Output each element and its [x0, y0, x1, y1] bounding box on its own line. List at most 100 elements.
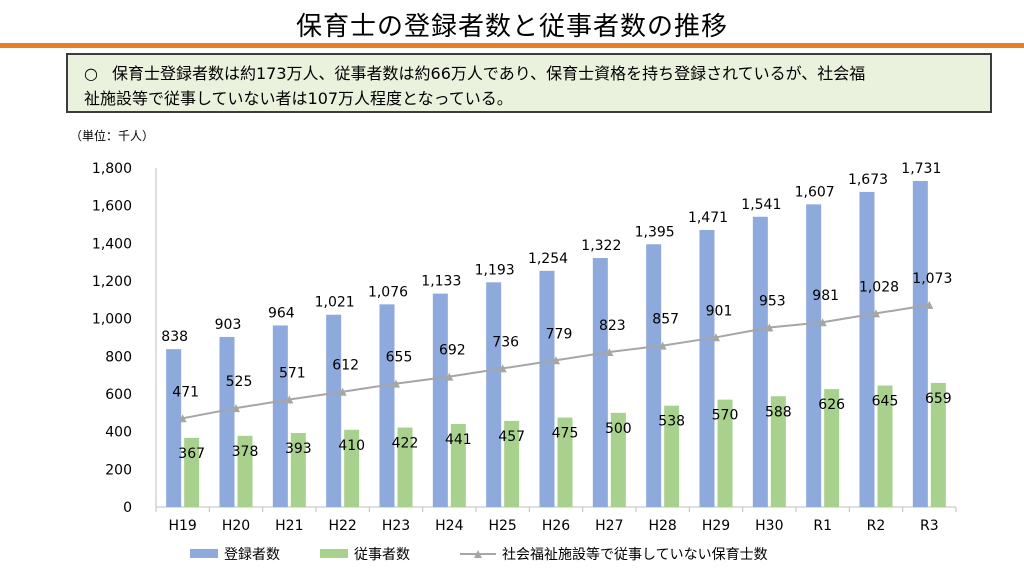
- employed-data-label: 645: [872, 394, 899, 410]
- employed-data-label: 457: [498, 429, 525, 445]
- x-tick-label: H20: [222, 518, 250, 534]
- employed-bar: [877, 385, 893, 507]
- employed-bar: [664, 405, 680, 507]
- not-employed-marker: [178, 414, 187, 423]
- employed-bar: [610, 412, 626, 507]
- registered-bar: [379, 304, 395, 507]
- registered-bar: [912, 180, 928, 507]
- y-tick-label: 1,400: [92, 236, 132, 252]
- summary-text-2: 祉施設等で従事していない者は107万人程度となっている。: [84, 89, 513, 108]
- registered-data-label: 1,193: [475, 262, 515, 278]
- not-employed-marker: [445, 372, 454, 381]
- not-employed-data-label: 1,028: [859, 279, 899, 295]
- x-tick-label: H25: [488, 518, 516, 534]
- employed-bar: [344, 429, 360, 507]
- x-tick-label: H29: [702, 518, 730, 534]
- not-employed-data-label: 901: [706, 303, 733, 319]
- not-employed-data-label: 1,073: [912, 271, 952, 287]
- registered-data-label: 1,673: [848, 172, 888, 188]
- employed-bar: [450, 423, 466, 507]
- employed-bar: [824, 389, 840, 507]
- employed-data-label: 378: [232, 444, 259, 460]
- y-tick-label: 800: [105, 349, 132, 365]
- employed-bar: [184, 437, 200, 507]
- registered-data-label: 1,021: [315, 295, 355, 311]
- legend-label-employed: 従事者数: [354, 547, 410, 563]
- x-tick-label: H30: [755, 518, 783, 534]
- not-employed-data-label: 692: [439, 343, 466, 359]
- registered-bar: [326, 314, 342, 507]
- summary-text-1: 保育士登録者数は約173万人、従事者数は約66万人であり、保育士資格を持ち登録さ…: [112, 64, 866, 83]
- registered-data-label: 1,254: [528, 251, 568, 267]
- employed-data-label: 659: [925, 391, 952, 407]
- registered-data-label: 1,607: [795, 184, 835, 200]
- x-tick-label: H24: [435, 518, 463, 534]
- employed-bar: [237, 435, 253, 507]
- x-tick-label: H27: [595, 518, 623, 534]
- employed-bar: [717, 399, 733, 507]
- registered-data-label: 1,133: [421, 274, 461, 290]
- employed-data-label: 538: [658, 414, 685, 430]
- y-tick-label: 1,800: [92, 161, 132, 177]
- employed-data-label: 441: [445, 432, 472, 448]
- registered-data-label: 964: [268, 305, 295, 321]
- not-employed-data-label: 525: [226, 374, 253, 390]
- not-employed-marker: [392, 379, 400, 388]
- summary-line-1: ○ 保育士登録者数は約173万人、従事者数は約66万人であり、保育士資格を持ち登録…: [84, 61, 978, 86]
- not-employed-marker: [605, 348, 614, 357]
- title-divider: [0, 43, 1024, 48]
- employed-bar: [770, 396, 786, 507]
- not-employed-marker: [232, 404, 240, 413]
- y-tick-label: 1,600: [92, 199, 132, 215]
- not-employed-marker: [872, 309, 880, 318]
- registered-bar: [752, 216, 768, 508]
- registered-bar: [699, 229, 715, 507]
- employed-data-label: 626: [818, 397, 845, 413]
- employed-data-label: 588: [765, 404, 792, 420]
- employed-data-label: 410: [338, 438, 365, 454]
- registered-data-label: 1,076: [368, 284, 408, 300]
- legend-marker-not-employed: [474, 550, 482, 558]
- y-tick-label: 400: [105, 425, 132, 441]
- legend-label-registered: 登録者数: [224, 547, 280, 563]
- x-tick-label: H19: [168, 518, 196, 534]
- employed-bar: [397, 427, 413, 507]
- circle-bullet-icon: ○: [84, 64, 98, 83]
- page-title: 保育士の登録者数と従事者数の推移: [295, 12, 728, 42]
- employed-bar: [557, 417, 573, 507]
- unit-label: （単位：千人）: [70, 129, 155, 143]
- employed-bar: [290, 432, 306, 507]
- not-employed-data-label: 612: [332, 358, 359, 374]
- legend-swatch-employed: [320, 549, 348, 558]
- not-employed-marker: [338, 387, 347, 396]
- employed-data-label: 367: [178, 446, 205, 462]
- y-tick-label: 200: [105, 462, 132, 478]
- registered-data-label: 1,731: [901, 161, 941, 177]
- y-tick-label: 600: [105, 387, 132, 403]
- not-employed-marker: [552, 356, 560, 365]
- summary-line-2: 祉施設等で従事していない者は107万人程度となっている。: [84, 86, 978, 111]
- employed-data-label: 422: [392, 436, 419, 452]
- x-tick-label: H26: [542, 518, 570, 534]
- registered-data-label: 838: [161, 329, 188, 345]
- legend-label-not-employed: 社会福祉施設等で従事していない保育士数: [502, 546, 768, 563]
- x-tick-label: H28: [648, 518, 676, 534]
- summary-box: ○ 保育士登録者数は約173万人、従事者数は約66万人であり、保育士資格を持ち登録…: [66, 53, 992, 113]
- registered-data-label: 1,395: [635, 224, 675, 240]
- registered-data-label: 1,471: [688, 210, 728, 226]
- x-tick-label: H23: [382, 518, 410, 534]
- not-employed-marker: [498, 364, 507, 373]
- y-tick-label: 0: [123, 500, 132, 516]
- not-employed-data-label: 823: [599, 318, 626, 334]
- x-tick-label: R1: [813, 518, 832, 534]
- not-employed-marker: [658, 341, 667, 350]
- not-employed-marker: [285, 395, 294, 404]
- registered-bar: [219, 336, 235, 507]
- not-employed-data-label: 736: [492, 334, 519, 350]
- registered-data-label: 1,322: [581, 238, 621, 254]
- registered-bar: [539, 270, 555, 507]
- registered-bar: [272, 325, 288, 507]
- registered-bar: [806, 204, 822, 507]
- not-employed-marker: [712, 333, 720, 342]
